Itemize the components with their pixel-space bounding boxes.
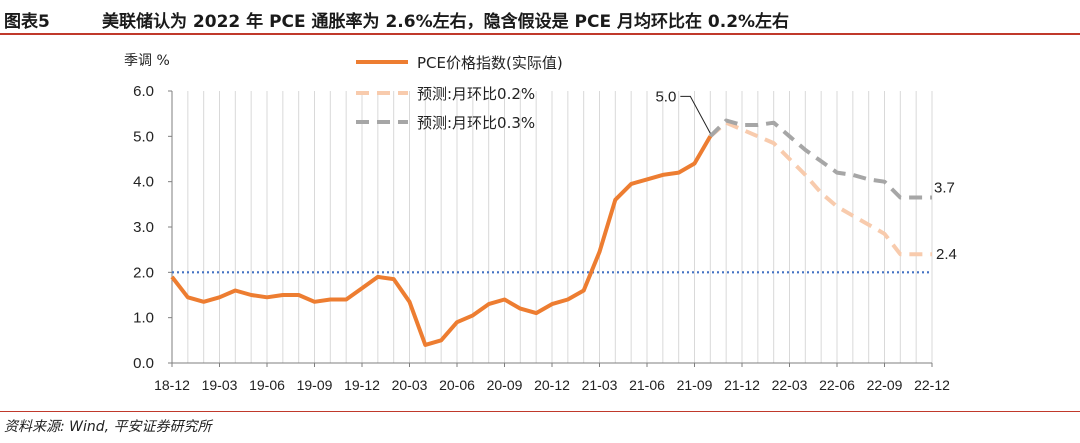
forecast-0.2-line: [708, 120, 932, 257]
x-tick-label: 20-06: [439, 377, 475, 393]
figure-label: 图表5: [4, 12, 50, 32]
legend-label: 预测:月环比0.3%: [417, 114, 535, 132]
annotation-label: 5.0: [655, 88, 676, 105]
forecast-0.3-line: [708, 118, 932, 200]
source-note: 资料来源: Wind, 平安证券研究所: [4, 419, 212, 435]
figure-header: 图表5 美联储认为 2022 年 PCE 通胀率为 2.6%左右，隐含假设是 P…: [0, 0, 1080, 34]
y-tick-label: 5.0: [133, 128, 154, 145]
y-tick-label: 3.0: [133, 219, 154, 236]
x-tick-label: 21-09: [677, 377, 713, 393]
y-tick-label: 1.0: [133, 310, 154, 327]
x-tick-label: 19-06: [249, 377, 285, 393]
x-tick-label: 22-09: [867, 377, 903, 393]
x-tick-label: 22-12: [914, 377, 950, 393]
x-tick-label: 21-06: [629, 377, 665, 393]
y-tick-label: 4.0: [133, 174, 154, 191]
annotation-leader: [680, 95, 711, 134]
y-tick-label: 6.0: [133, 83, 154, 100]
actual-pce-line: [170, 135, 713, 347]
x-tick-label: 21-03: [582, 377, 618, 393]
y-tick-label: 2.0: [133, 264, 154, 281]
x-tick-label: 21-12: [724, 377, 760, 393]
figure-title: 美联储认为 2022 年 PCE 通胀率为 2.6%左右，隐含假设是 PCE 月…: [102, 12, 790, 32]
x-tick-label: 19-12: [344, 377, 380, 393]
x-tick-label: 20-12: [534, 377, 570, 393]
y-tick-label: 0.0: [133, 355, 154, 372]
legend-label: 预测:月环比0.2%: [417, 85, 535, 103]
annotation-label: 2.4: [936, 246, 957, 263]
x-tick-label: 19-09: [297, 377, 333, 393]
x-tick-label: 20-03: [392, 377, 428, 393]
footer-rule: [0, 411, 1080, 412]
annotation-label: 3.7: [934, 180, 955, 197]
x-tick-label: 22-06: [819, 377, 855, 393]
legend-label: PCE价格指数(实际值): [417, 54, 563, 72]
x-tick-label: 19-03: [202, 377, 238, 393]
x-tick-label: 20-09: [487, 377, 523, 393]
pce-chart: 0.0 1.0 2.0 3.0 4.0 5.0 6.0 季调 % 18-12 19-03 19-06…: [124, 53, 957, 393]
x-tick-label: 18-12: [154, 377, 190, 393]
y-axis-title: 季调 %: [124, 53, 170, 69]
x-tick-label: 22-03: [772, 377, 808, 393]
header-rule: [0, 33, 1080, 35]
